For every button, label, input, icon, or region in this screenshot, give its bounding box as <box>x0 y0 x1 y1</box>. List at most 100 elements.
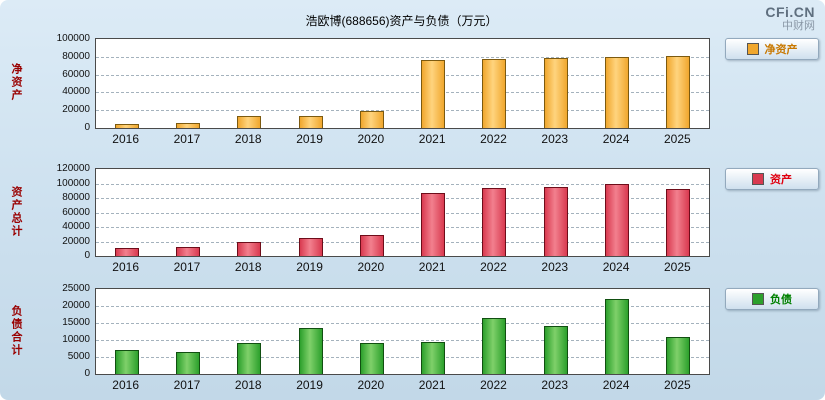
x-tick-label: 2025 <box>663 378 691 392</box>
x-tick-label: 2022 <box>480 260 507 274</box>
bar-2018 <box>237 116 262 128</box>
gridline <box>96 92 709 94</box>
bar-2021 <box>421 60 446 128</box>
x-tick-label: 2020 <box>357 378 385 392</box>
bar-2022 <box>482 59 507 128</box>
page-title: 浩欧博(688656)资产与负债（万元） <box>305 14 498 28</box>
y-tick-label: 20000 <box>62 300 90 311</box>
y-axis-title-wrap: 负债合计 <box>8 288 24 373</box>
legend-total-assets: 资产 <box>725 168 819 190</box>
bar-2022 <box>482 317 507 374</box>
legend-swatch <box>746 43 759 55</box>
bar-2016 <box>114 123 139 128</box>
y-tick-label: 100000 <box>56 177 90 189</box>
bar-2023 <box>543 57 568 128</box>
legend-label: 负债 <box>770 294 792 306</box>
y-tick-label: 0 <box>84 250 90 261</box>
x-tick-label: 2016 <box>112 132 139 146</box>
bar-2021 <box>421 341 446 374</box>
x-tick-label: 2025 <box>663 132 691 146</box>
legend-label: 资产 <box>770 174 792 186</box>
x-tick-label: 2024 <box>602 260 630 274</box>
bar-2023 <box>543 187 568 256</box>
bar-2018 <box>237 241 262 256</box>
x-tick-label: 2021 <box>418 132 446 146</box>
y-tick-label: 10000 <box>62 334 90 345</box>
x-tick-label: 2019 <box>296 260 323 274</box>
cfi-logo-subtext: 中财网 <box>782 20 815 33</box>
gridline <box>96 323 709 324</box>
x-tick-label: 2021 <box>418 260 446 274</box>
x-tick-label: 2023 <box>541 378 569 392</box>
gridline <box>96 241 709 243</box>
gridline <box>96 357 709 358</box>
x-tick-label: 2017 <box>173 260 201 274</box>
y-tick-label: 100000 <box>56 33 90 44</box>
y-tick-label: 60000 <box>62 68 90 80</box>
bar-2019 <box>298 237 323 256</box>
x-tick-label: 2016 <box>112 378 139 392</box>
x-tick-label: 2024 <box>602 132 630 146</box>
bar-2024 <box>605 183 630 256</box>
bar-2018 <box>237 343 262 374</box>
bar-2025 <box>666 336 691 374</box>
bar-2017 <box>175 351 200 374</box>
legend-total-liabilities: 负债 <box>725 288 819 310</box>
bar-2024 <box>605 299 630 374</box>
gridline <box>96 110 709 112</box>
y-tick-label: 80000 <box>62 192 90 203</box>
plot-area-net-assets <box>95 38 710 129</box>
gridline <box>96 56 709 58</box>
x-tick-label: 2017 <box>173 378 201 392</box>
chart-total-assets: 资产总计 资产 0 20000 40000 60000 80000 100000 12000… <box>0 158 825 278</box>
y-axis-title-wrap: 净资产 <box>8 38 24 127</box>
y-axis-title: 净资产 <box>10 63 22 102</box>
chart-total-liabilities: 负债合计 负债 0 5000 10000 15000 20000 25000 2016 201… <box>0 278 825 396</box>
bar-2017 <box>175 122 200 128</box>
legend-swatch <box>752 293 764 305</box>
y-tick-label: 40000 <box>62 221 90 232</box>
x-tick-label: 2023 <box>541 132 569 146</box>
plot-area-total-assets <box>95 168 710 257</box>
x-tick-label: 2024 <box>602 378 630 392</box>
gridline <box>96 198 709 199</box>
plot-area-total-liabilities <box>95 288 710 375</box>
bar-2020 <box>359 343 384 374</box>
bar-2017 <box>175 246 200 256</box>
x-tick-label: 2020 <box>357 260 385 274</box>
y-axis-title: 负债合计 <box>10 304 22 357</box>
x-tick-label: 2025 <box>663 260 691 274</box>
y-tick-label: 40000 <box>62 86 90 98</box>
bar-2019 <box>298 328 323 374</box>
x-tick-label: 2019 <box>296 378 323 392</box>
gridline <box>96 212 709 214</box>
chart-net-assets: 净资产 净资产 0 20000 40000 60000 80000 100000 2016 2… <box>0 28 825 152</box>
x-tick-label: 2021 <box>418 378 446 392</box>
y-tick-label: 25000 <box>62 283 90 294</box>
x-tick-label: 2020 <box>357 132 385 146</box>
bar-2024 <box>605 56 630 128</box>
bar-2020 <box>359 111 384 128</box>
x-tick-label: 2019 <box>296 132 323 146</box>
x-tick-label: 2017 <box>173 132 201 146</box>
y-tick-label: 20000 <box>62 104 90 116</box>
y-tick-label: 5000 <box>67 351 90 362</box>
gridline <box>96 306 709 307</box>
bar-2019 <box>298 115 323 128</box>
cfi-logo-text: CFi.CN <box>765 4 815 20</box>
y-tick-label: 15000 <box>62 317 90 328</box>
bar-2021 <box>421 192 446 256</box>
bar-2025 <box>666 55 691 128</box>
bar-2016 <box>114 350 139 374</box>
legend-label: 净资产 <box>764 44 798 56</box>
y-tick-label: 120000 <box>56 163 90 174</box>
bar-2025 <box>666 188 691 256</box>
legend-swatch <box>752 173 764 185</box>
y-tick-label: 0 <box>84 122 90 133</box>
y-tick-label: 0 <box>84 368 90 379</box>
legend-net-assets: 净资产 <box>725 38 819 60</box>
gridline <box>96 74 709 76</box>
x-tick-label: 2016 <box>112 260 139 274</box>
x-tick-label: 2018 <box>234 260 262 274</box>
